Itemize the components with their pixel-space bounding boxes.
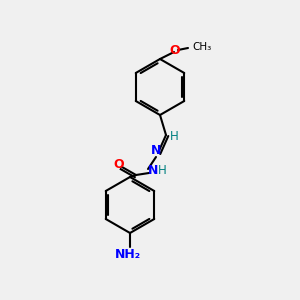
Text: N: N — [148, 164, 158, 178]
Text: NH₂: NH₂ — [115, 248, 141, 262]
Text: N: N — [151, 145, 161, 158]
Text: CH₃: CH₃ — [192, 42, 211, 52]
Text: H: H — [158, 164, 166, 176]
Text: O: O — [170, 44, 180, 58]
Text: O: O — [114, 158, 124, 172]
Text: H: H — [169, 130, 178, 142]
